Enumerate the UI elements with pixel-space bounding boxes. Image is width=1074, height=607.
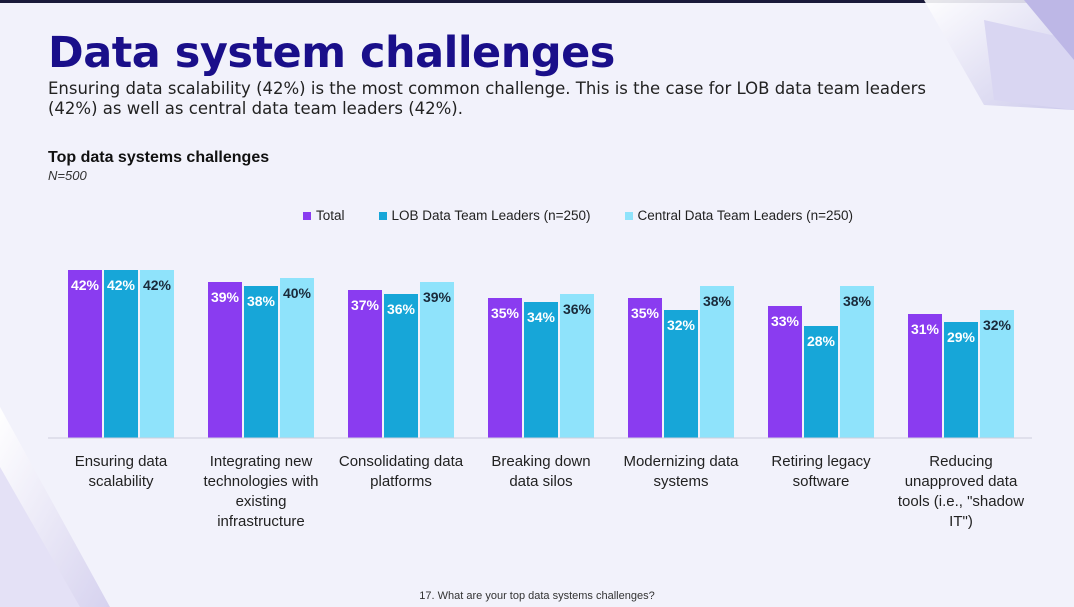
legend-item-central: Central Data Team Leaders (n=250) (624, 208, 854, 223)
bar-0-1 (104, 270, 138, 438)
decorative-shape-top-right (924, 0, 1074, 110)
bar-4-1 (664, 310, 698, 438)
bar-1-0 (208, 282, 242, 438)
legend-label-total: Total (316, 208, 345, 223)
bar-value-label: 32% (983, 317, 1012, 333)
chart-sample-size: N=500 (48, 168, 87, 183)
bar-2-0 (348, 290, 382, 438)
chart-legend: Total LOB Data Team Leaders (n=250) Cent… (303, 208, 853, 223)
bar-3-2 (560, 294, 594, 438)
bar-value-label: 36% (387, 301, 416, 317)
bar-5-1 (804, 326, 838, 438)
footnote: 17. What are your top data systems chall… (419, 590, 655, 602)
decorative-shape-bottom-left (0, 407, 110, 607)
bar-0-0 (68, 270, 102, 438)
legend-swatch-total (303, 211, 311, 220)
bar-value-label: 36% (563, 301, 592, 317)
top-border (0, 0, 1074, 3)
bar-value-label: 34% (527, 309, 556, 325)
bar-value-label: 42% (143, 277, 172, 293)
legend-item-lob: LOB Data Team Leaders (n=250) (378, 208, 591, 223)
category-label: Reducing unapproved data tools (i.e., "sha… (898, 453, 1024, 530)
bar-value-label: 38% (247, 293, 276, 309)
bar-6-0 (908, 314, 942, 438)
category-label: Integrating new technologies with existing… (203, 453, 318, 530)
bar-value-label: 28% (807, 333, 836, 349)
page-subtitle: Ensuring data scalability (42%) is the m… (48, 79, 927, 118)
bar-value-label: 32% (667, 317, 696, 333)
bar-value-label: 39% (211, 289, 240, 305)
bar-value-label: 38% (843, 293, 872, 309)
bar-2-2 (420, 282, 454, 438)
bar-value-label: 40% (283, 285, 312, 301)
bar-6-1 (944, 322, 978, 438)
bar-value-label: 39% (423, 289, 452, 305)
category-label: Modernizing data systems (623, 453, 739, 490)
bar-value-label: 33% (771, 313, 800, 329)
bar-4-2 (700, 286, 734, 438)
legend-label-central: Central Data Team Leaders (n=250) (637, 208, 854, 223)
bar-value-label: 38% (703, 293, 732, 309)
bar-value-label: 42% (107, 277, 136, 293)
page-title: Data system challenges (48, 28, 615, 78)
bar-0-2 (140, 270, 174, 438)
bar-5-2 (840, 286, 874, 438)
bar-value-label: 37% (351, 297, 380, 313)
legend-label-lob: LOB Data Team Leaders (n=250) (391, 208, 591, 223)
bar-1-1 (244, 286, 278, 438)
bar-2-1 (384, 294, 418, 438)
category-label: Ensuring data scalability (75, 453, 168, 490)
legend-swatch-central (624, 211, 633, 220)
bar-4-0 (628, 298, 662, 438)
bar-value-label: 29% (947, 329, 976, 345)
category-label: Consolidating data platforms (339, 453, 464, 490)
legend-item-total: Total (303, 208, 345, 223)
bar-value-label: 42% (71, 277, 100, 293)
bar-value-label: 31% (911, 321, 940, 337)
legend-swatch-lob (378, 211, 387, 220)
bar-3-0 (488, 298, 522, 438)
bar-3-1 (524, 302, 558, 438)
bar-value-label: 35% (491, 305, 520, 321)
category-label: Retiring legacy software (771, 453, 871, 490)
chart-title: Top data systems challenges (48, 149, 270, 166)
bar-5-0 (768, 306, 802, 438)
category-label: Breaking down data silos (491, 453, 590, 490)
bar-1-2 (280, 278, 314, 438)
bar-value-label: 35% (631, 305, 660, 321)
bar-6-2 (980, 310, 1014, 438)
